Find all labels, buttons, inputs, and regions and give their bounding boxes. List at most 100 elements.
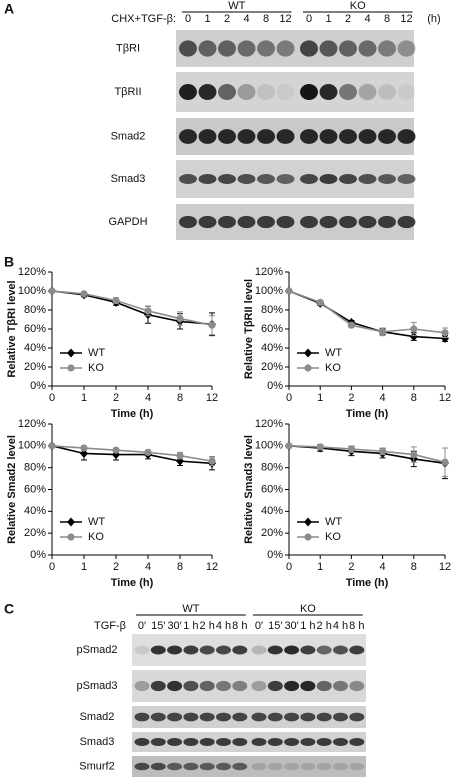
band: [198, 40, 217, 57]
band: [251, 738, 267, 746]
marker: [441, 334, 449, 343]
lane-label: 4 h: [216, 620, 231, 632]
band: [333, 712, 348, 722]
lane-label: 1 h: [183, 620, 198, 632]
lane-label: 30′: [167, 620, 181, 632]
band: [300, 174, 318, 184]
blot-label: Smad2: [111, 130, 146, 142]
blot-label: pSmad3: [77, 680, 118, 692]
marker: [285, 442, 293, 450]
band: [134, 762, 150, 771]
band: [319, 84, 338, 100]
band: [218, 129, 236, 144]
band: [150, 645, 166, 655]
band: [216, 762, 231, 771]
marker: [208, 321, 216, 329]
band: [378, 40, 396, 57]
y-tick-label: 120%: [255, 418, 283, 430]
band: [358, 174, 377, 184]
blot: [132, 706, 366, 728]
band: [316, 712, 332, 722]
band: [216, 645, 231, 655]
band: [198, 215, 217, 229]
y-tick-label: 40%: [24, 505, 46, 517]
y-tick-label: 120%: [18, 418, 46, 430]
lane-label: 2 h: [200, 620, 215, 632]
band: [150, 738, 166, 746]
band: [150, 680, 166, 692]
band: [199, 738, 215, 746]
y-tick-label: 20%: [261, 361, 283, 373]
band: [216, 680, 231, 692]
marker: [410, 450, 418, 459]
marker: [441, 458, 449, 466]
marker: [176, 314, 184, 323]
band: [199, 680, 215, 692]
marker: [208, 457, 216, 465]
y-tick-label: 80%: [261, 462, 283, 474]
unit-label: (h): [427, 13, 440, 25]
band: [267, 712, 283, 722]
band: [316, 762, 332, 771]
marker: [80, 444, 88, 452]
legend-label: WT: [325, 347, 342, 359]
band: [339, 215, 357, 229]
y-axis-title: Relative TβRII level: [243, 279, 255, 379]
lane-label: 1: [325, 13, 331, 25]
series-line: [51, 445, 213, 465]
band: [276, 40, 295, 57]
x-tick-label: 2: [348, 392, 354, 404]
blot-label: pSmad2: [77, 644, 118, 656]
series-line: [51, 290, 213, 326]
band: [199, 645, 215, 655]
lane-label: 0: [306, 13, 312, 25]
blot-label: TβRII: [114, 86, 141, 98]
marker: [304, 533, 312, 541]
band: [284, 680, 300, 692]
x-tick-label: 4: [145, 561, 151, 573]
band: [251, 645, 267, 655]
band: [300, 40, 318, 57]
lane-label: 12: [400, 13, 412, 25]
lane-label: 8 h: [232, 620, 247, 632]
x-tick-label: 4: [380, 392, 386, 404]
band: [316, 680, 332, 692]
lane-label: 2 h: [317, 620, 332, 632]
lane-label: 15′: [268, 620, 282, 632]
band: [232, 738, 248, 746]
band: [267, 762, 283, 771]
lane-label: 4: [364, 13, 370, 25]
x-tick-label: 2: [113, 561, 119, 573]
x-tick-label: 4: [380, 561, 386, 573]
x-tick-label: 2: [348, 561, 354, 573]
band: [300, 738, 316, 746]
band: [198, 84, 217, 100]
series-line: [51, 445, 213, 462]
x-axis-title: Time (h): [346, 577, 389, 589]
band: [276, 174, 295, 184]
x-tick-label: 1: [317, 392, 323, 404]
lane-label: 4 h: [333, 620, 348, 632]
y-tick-label: 60%: [24, 483, 46, 495]
band: [179, 174, 197, 184]
marker: [316, 443, 324, 451]
band: [319, 174, 338, 184]
x-tick-label: 12: [439, 392, 451, 404]
band: [358, 129, 377, 144]
band: [237, 40, 256, 57]
marker: [441, 329, 449, 337]
x-tick-label: 1: [81, 392, 87, 404]
marker: [410, 325, 418, 333]
y-tick-label: 0%: [30, 380, 46, 392]
x-axis-title: Time (h): [111, 577, 154, 589]
band: [167, 645, 183, 655]
lane-label: 12: [279, 13, 291, 25]
band: [150, 712, 166, 722]
band: [150, 762, 166, 771]
band: [199, 762, 215, 771]
x-tick-label: 12: [439, 561, 451, 573]
marker: [304, 348, 312, 358]
band: [300, 762, 316, 771]
marker: [285, 287, 293, 295]
